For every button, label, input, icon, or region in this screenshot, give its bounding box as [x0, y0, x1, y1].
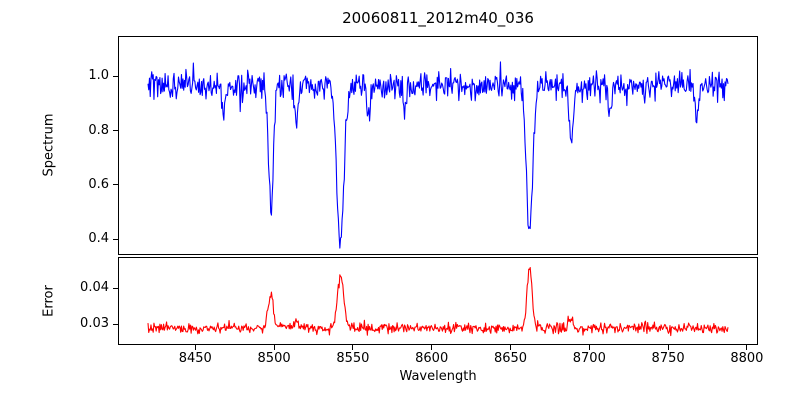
y-tick-label: 0.4	[88, 231, 109, 247]
x-tick-label: 8500	[257, 351, 291, 366]
x-axis-label: Wavelength	[399, 369, 477, 384]
x-tick-mark	[352, 345, 354, 350]
x-tick-mark	[510, 345, 511, 350]
x-tick-label: 8650	[493, 351, 528, 366]
error-panel	[118, 257, 758, 345]
x-tick-label: 8550	[336, 351, 370, 366]
x-tick-mark	[194, 345, 196, 350]
y-axis-label-error: Error	[41, 285, 57, 317]
y-tick-mark	[113, 238, 118, 240]
y-tick-label: 0.6	[88, 176, 109, 192]
x-tick-mark	[746, 345, 748, 350]
y-tick-mark	[113, 323, 118, 325]
y-tick-mark	[113, 184, 118, 186]
spectrum-panel	[118, 36, 758, 255]
y-tick-mark	[113, 287, 118, 289]
x-tick-label: 8700	[572, 351, 606, 366]
x-tick-label: 8600	[415, 351, 449, 366]
x-tick-mark	[588, 345, 590, 350]
x-tick-mark	[273, 345, 275, 350]
y-tick-mark	[113, 130, 118, 132]
chart-title: 20060811_2012m40_036	[342, 9, 534, 27]
x-tick-mark	[431, 345, 433, 350]
x-tick-label: 8750	[651, 351, 685, 366]
y-tick-label: 0.03	[80, 316, 109, 332]
error-trace-canvas	[119, 258, 757, 344]
y-axis-label-spectrum: Spectrum	[41, 113, 57, 177]
y-tick-label: 1.0	[88, 68, 109, 84]
spectrum-trace-canvas	[119, 37, 757, 254]
x-tick-label: 8450	[178, 351, 212, 366]
y-tick-label: 0.04	[80, 280, 109, 296]
x-tick-label: 8800	[730, 351, 764, 366]
y-tick-mark	[113, 75, 118, 77]
x-tick-mark	[667, 345, 669, 350]
y-tick-label: 0.8	[88, 122, 109, 138]
